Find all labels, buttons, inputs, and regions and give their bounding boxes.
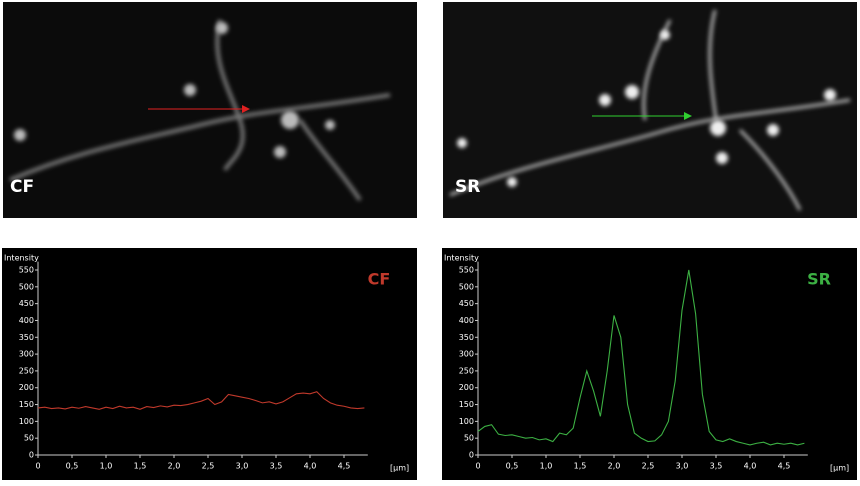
- x-tick-label: 4,0: [744, 462, 757, 471]
- x-tick-label: 3,5: [270, 462, 283, 471]
- x-tick-label: 4,0: [304, 462, 317, 471]
- y-tick-label: 250: [19, 366, 34, 375]
- image-label: SR: [455, 177, 480, 197]
- x-tick-label: 3,0: [236, 462, 249, 471]
- line-chart: 0 50 100 150 200 250 300 350 400 450 500 550 0 0,5 1,0…: [2, 248, 417, 480]
- chart-title: SR: [807, 270, 831, 289]
- y-tick-label: 250: [459, 366, 474, 375]
- y-tick-label: 100: [19, 417, 34, 426]
- x-axis-label: [µm]: [390, 464, 409, 473]
- image-label: CF: [10, 177, 34, 197]
- x-tick-label: 2,5: [202, 462, 215, 471]
- x-tick-label: 0,5: [66, 462, 79, 471]
- x-tick-label: 0: [475, 462, 480, 471]
- y-tick-label: 50: [464, 434, 474, 443]
- sr-image: SR: [443, 2, 857, 218]
- chart-title: CF: [368, 270, 391, 289]
- y-axis-label: Intensity: [444, 254, 479, 263]
- y-tick-label: 500: [459, 282, 474, 291]
- x-axis-label: [µm]: [830, 464, 849, 473]
- x-tick-label: 4,5: [338, 462, 351, 471]
- y-tick-label: 50: [24, 434, 34, 443]
- x-tick-label: 0,5: [506, 462, 519, 471]
- y-tick-label: 550: [459, 266, 474, 275]
- x-tick-label: 3,5: [710, 462, 723, 471]
- x-tick-label: 3,0: [676, 462, 689, 471]
- x-tick-label: 1,0: [540, 462, 553, 471]
- x-tick-label: 2,0: [168, 462, 181, 471]
- data-line: [37, 391, 365, 410]
- y-tick-label: 400: [19, 316, 34, 325]
- y-tick-label: 350: [459, 333, 474, 342]
- x-tick-label: 4,5: [778, 462, 791, 471]
- x-tick-label: 2,0: [608, 462, 621, 471]
- y-tick-label: 0: [469, 451, 474, 460]
- x-tick-label: 2,5: [642, 462, 655, 471]
- x-tick-label: 1,5: [574, 462, 587, 471]
- x-tick-label: 1,0: [100, 462, 113, 471]
- x-tick-label: 0: [35, 462, 40, 471]
- y-tick-label: 150: [459, 400, 474, 409]
- y-axis-label: Intensity: [4, 254, 39, 263]
- x-tick-label: 1,5: [134, 462, 147, 471]
- y-tick-label: 350: [19, 333, 34, 342]
- y-tick-label: 400: [459, 316, 474, 325]
- data-line: [477, 269, 805, 446]
- y-tick-label: 100: [459, 417, 474, 426]
- y-tick-label: 450: [459, 299, 474, 308]
- cf-image: CF: [3, 2, 417, 218]
- y-tick-label: 0: [29, 451, 34, 460]
- y-tick-label: 450: [19, 299, 34, 308]
- y-tick-label: 200: [19, 383, 34, 392]
- y-tick-label: 150: [19, 400, 34, 409]
- y-tick-label: 500: [19, 282, 34, 291]
- y-tick-label: 550: [19, 266, 34, 275]
- line-chart: 0 50 100 150 200 250 300 350 400 450 500 550 0 0,5 1,0…: [442, 248, 857, 480]
- y-tick-label: 300: [19, 350, 34, 359]
- chart-background: [442, 248, 857, 480]
- y-tick-label: 300: [459, 350, 474, 359]
- chart-background: [2, 248, 417, 480]
- y-tick-label: 200: [459, 383, 474, 392]
